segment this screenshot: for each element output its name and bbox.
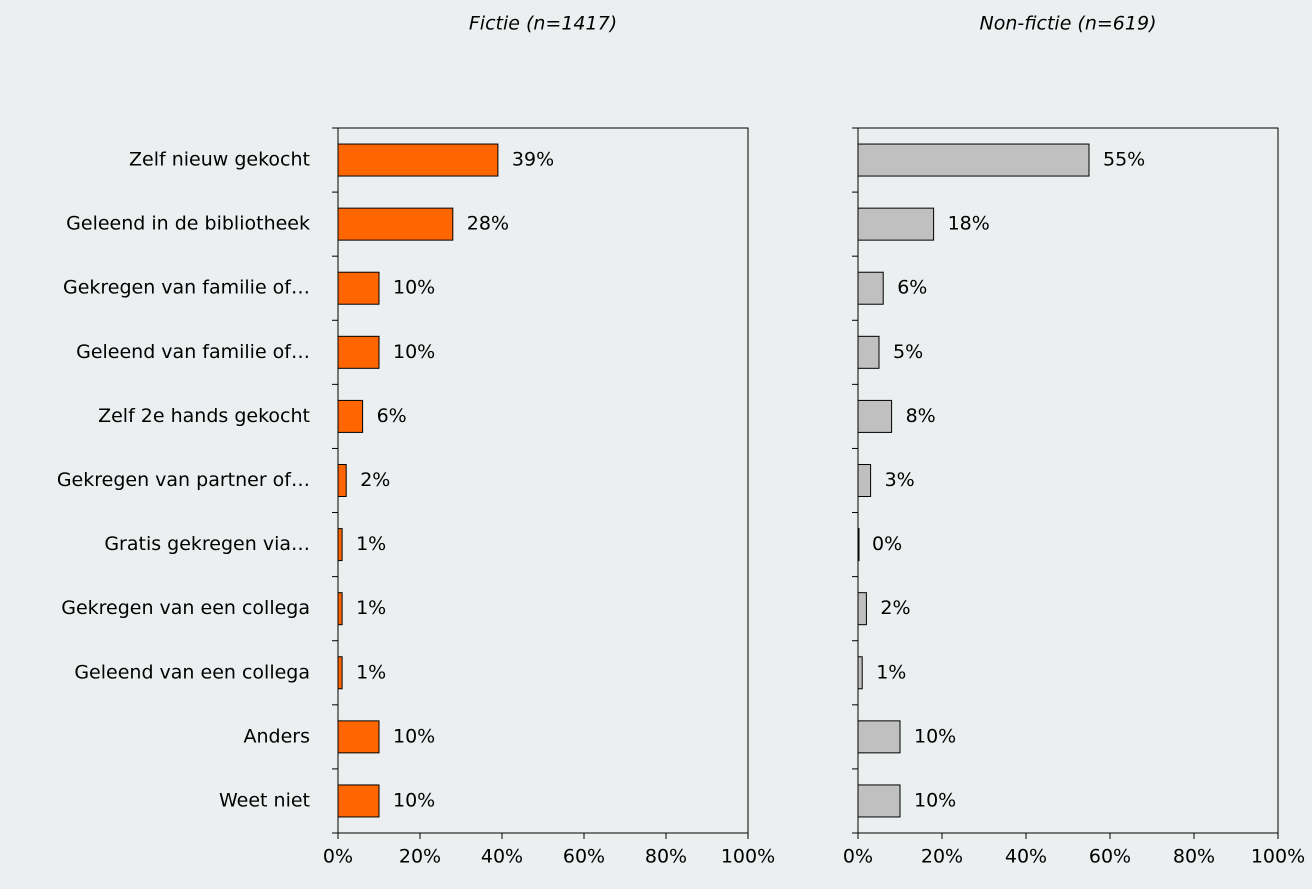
x-tick-label: 40%	[481, 846, 523, 868]
category-label: Geleend van familie of…	[76, 341, 310, 363]
bar	[337, 720, 380, 754]
value-label: 3%	[885, 469, 915, 491]
value-label: 1%	[356, 661, 386, 683]
value-label: 28%	[467, 213, 509, 235]
bar	[857, 656, 863, 690]
value-label: 1%	[356, 597, 386, 619]
category-label: Anders	[244, 725, 311, 747]
value-label: 55%	[1103, 149, 1145, 171]
bar	[857, 399, 893, 433]
x-tick-label: 100%	[1251, 846, 1305, 868]
category-label: Zelf 2e hands gekocht	[98, 405, 310, 427]
bar	[337, 592, 343, 626]
bar	[857, 592, 867, 626]
bar	[857, 784, 901, 818]
bar	[857, 528, 860, 562]
bar	[337, 271, 380, 305]
x-tick-label: 40%	[1005, 846, 1047, 868]
bar	[857, 271, 884, 305]
x-tick-label: 80%	[1173, 846, 1215, 868]
value-label: 10%	[914, 725, 956, 747]
bar	[857, 720, 901, 754]
category-label: Weet niet	[219, 789, 310, 811]
value-label: 6%	[897, 277, 927, 299]
value-label: 10%	[914, 789, 956, 811]
category-label: Zelf nieuw gekocht	[129, 149, 310, 171]
bar	[337, 528, 343, 562]
value-label: 5%	[893, 341, 923, 363]
value-label: 2%	[880, 597, 910, 619]
bar	[857, 335, 880, 369]
value-label: 39%	[512, 149, 554, 171]
value-label: 1%	[876, 661, 906, 683]
value-label: 2%	[360, 469, 390, 491]
x-tick-label: 80%	[645, 846, 687, 868]
value-label: 10%	[393, 277, 435, 299]
bar	[857, 207, 935, 241]
bar	[337, 207, 454, 241]
x-tick-label: 60%	[563, 846, 605, 868]
value-label: 10%	[393, 789, 435, 811]
bar	[337, 656, 343, 690]
value-label: 10%	[393, 725, 435, 747]
bar	[857, 143, 1090, 177]
panel-title: Fictie (n=1417)	[469, 13, 617, 35]
category-label: Geleend van een collega	[74, 661, 310, 683]
panel-title: Non-fictie (n=619)	[980, 13, 1157, 35]
plot-frame	[858, 127, 1279, 833]
x-tick-label: 60%	[1089, 846, 1131, 868]
bar	[337, 784, 380, 818]
value-label: 8%	[906, 405, 936, 427]
x-tick-label: 20%	[399, 846, 441, 868]
value-label: 6%	[377, 405, 407, 427]
value-label: 1%	[356, 533, 386, 555]
x-tick-label: 100%	[721, 846, 775, 868]
x-tick-label: 0%	[323, 846, 353, 868]
category-label: Gekregen van partner of…	[57, 469, 310, 491]
category-label: Geleend in de bibliotheek	[66, 213, 310, 235]
bar	[857, 464, 872, 497]
category-label: Gekregen van familie of…	[63, 277, 310, 299]
value-label: 0%	[872, 533, 902, 555]
bar	[337, 464, 347, 497]
category-label: Gekregen van een collega	[61, 597, 310, 619]
value-label: 18%	[948, 213, 990, 235]
x-tick-label: 0%	[843, 846, 873, 868]
bar	[337, 399, 364, 433]
plot-frame	[338, 127, 749, 833]
x-tick-label: 20%	[921, 846, 963, 868]
bar	[337, 143, 499, 177]
bar	[337, 335, 380, 369]
category-label: Gratis gekregen via…	[104, 533, 310, 555]
value-label: 10%	[393, 341, 435, 363]
